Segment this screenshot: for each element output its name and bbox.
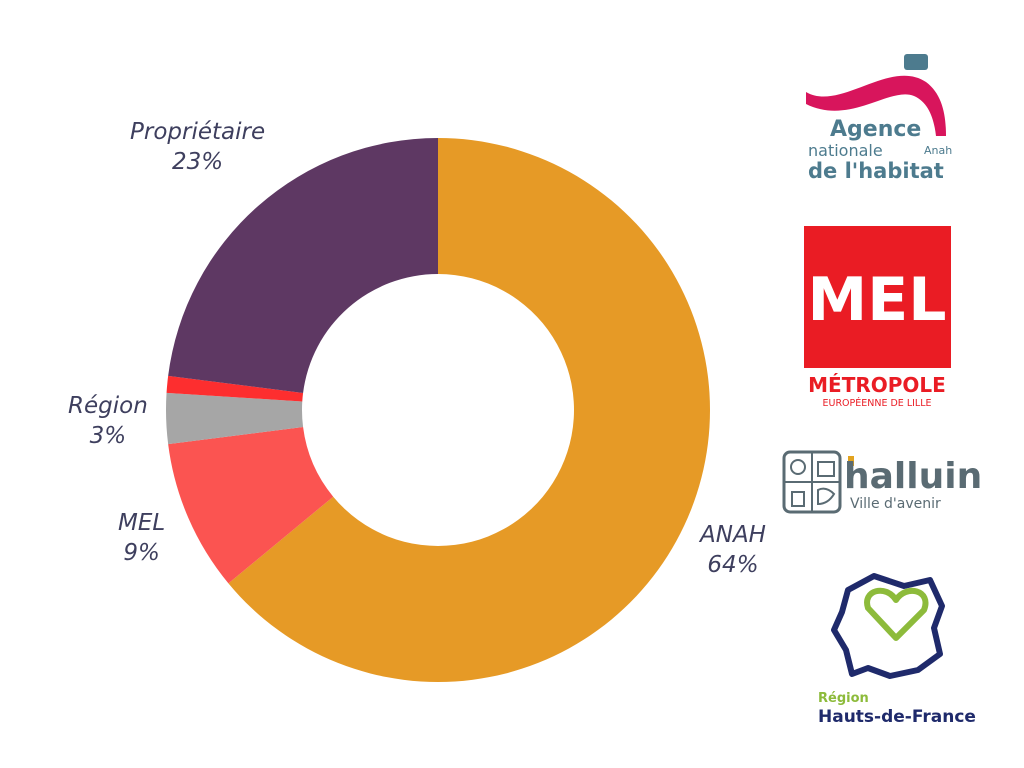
halluin-logo: halluin Ville d'avenir	[780, 448, 1000, 518]
slice-anah-0	[228, 138, 710, 682]
anah-logo-line2: nationale	[808, 141, 883, 160]
anah-logo-small: Anah	[924, 144, 952, 157]
mel-logo-big: MEL	[808, 265, 947, 335]
label-proprietaire: Propriétaire 23%	[130, 119, 266, 175]
slice-region-2	[166, 392, 304, 445]
label-region: Région 3%	[68, 393, 148, 449]
slice-mel-1	[168, 427, 334, 584]
slice-proprietaire-4	[168, 138, 438, 393]
anah-logo-line1: Agence	[830, 117, 921, 142]
region-hdf-logo: Région Hauts-de-France	[812, 566, 984, 732]
mel-logo: MEL MÉTROPOLE EUROPÉENNE DE LILLE	[800, 222, 956, 410]
region-hdf-line2: Hauts-de-France	[818, 707, 976, 727]
halluin-logo-tagline: Ville d'avenir	[850, 496, 941, 512]
mel-logo-line1: MÉTROPOLE	[808, 373, 946, 397]
label-anah: ANAH 64%	[700, 522, 766, 578]
anah-logo-line3: de l'habitat	[808, 159, 944, 183]
anah-logo: Agence nationale de l'habitat Anah	[800, 52, 960, 184]
slice-unlabeled-3	[166, 375, 304, 402]
region-hdf-line1: Région	[818, 691, 869, 706]
mel-logo-line2: EUROPÉENNE DE LILLE	[822, 397, 931, 409]
label-mel: MEL 9%	[118, 510, 166, 566]
halluin-logo-name: halluin	[844, 456, 982, 497]
